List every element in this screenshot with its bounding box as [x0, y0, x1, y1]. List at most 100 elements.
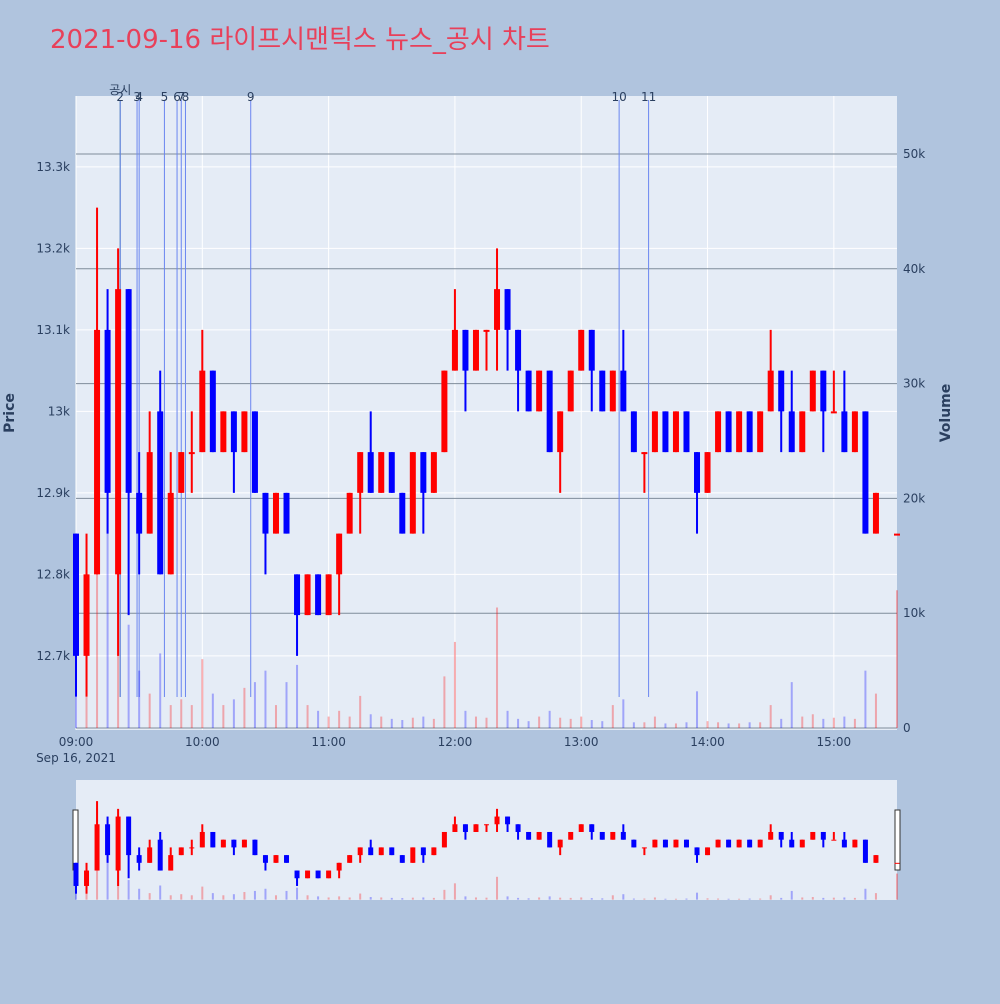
volume-bar: [611, 705, 614, 729]
slider-volume-bar: [506, 896, 509, 900]
volume-bar: [769, 705, 772, 729]
slider-volume-bar: [874, 893, 877, 900]
slider-volume-bar: [327, 897, 330, 900]
slider-volume-bar: [211, 893, 214, 900]
slider-candle-body: [694, 847, 700, 856]
volume-bar: [485, 717, 488, 729]
slider-candle-body: [494, 816, 500, 825]
candle-body: [294, 574, 301, 616]
slider-candle-body: [273, 855, 279, 863]
candle-body: [336, 533, 343, 575]
slider-candle-body: [589, 824, 595, 832]
candle-body: [115, 289, 122, 575]
volume-bar: [443, 676, 446, 729]
slider-candle-body: [726, 839, 732, 848]
slider-candle-body: [347, 855, 353, 863]
candle-body: [304, 574, 311, 616]
slider-candle-body: [820, 831, 826, 840]
slider-volume-bar: [738, 898, 741, 900]
volume-bar: [801, 716, 804, 729]
slider-volume-bar: [296, 887, 299, 900]
slider-candle-body: [473, 824, 479, 832]
slider-candle-body: [368, 847, 374, 856]
volume-bar: [390, 718, 393, 729]
slider-handle[interactable]: [894, 809, 901, 871]
y2-tick-label: 50k: [903, 147, 925, 161]
slider-volume-bar: [780, 897, 783, 900]
volume-bar: [622, 699, 625, 729]
slider-candle-body: [284, 855, 290, 863]
slider-volume-bar: [232, 894, 235, 900]
slider-candle-body: [410, 847, 416, 863]
volume-bar: [75, 682, 77, 729]
slider-candle-body: [126, 816, 132, 856]
annotation-label: 2: [116, 90, 124, 104]
volume-bar: [832, 717, 835, 729]
slider-volume-bar: [759, 898, 762, 900]
candle-body: [515, 329, 522, 371]
slider-candle-body: [810, 831, 816, 840]
slider-candle-body: [578, 824, 584, 832]
slider-volume-bar: [801, 897, 804, 900]
slider-candle-body: [673, 839, 679, 848]
candle-body: [620, 370, 627, 412]
slider-volume-bar: [253, 890, 256, 900]
slider-candle-body: [147, 847, 153, 863]
slider-volume-bar: [653, 897, 656, 900]
volume-bar: [232, 699, 235, 729]
slider-volume-bar: [769, 895, 772, 900]
slider-volume-bar: [264, 888, 267, 900]
volume-bar: [896, 590, 898, 729]
slider-volume-bar: [748, 898, 751, 900]
volume-bar: [590, 720, 593, 729]
volume-bar: [474, 716, 477, 729]
slider-candle-body: [357, 847, 363, 856]
volume-bar: [411, 717, 414, 729]
slider-volume-bar: [127, 880, 130, 900]
volume-bar: [338, 710, 341, 729]
slider-volume-bar: [896, 873, 898, 900]
slider-candle-body: [136, 855, 142, 863]
annotation-label: 11: [641, 90, 656, 104]
volume-bar: [138, 670, 141, 729]
slider-candle-body: [873, 855, 879, 863]
slider-candle-body: [789, 839, 795, 848]
y2-tick-label: 30k: [903, 377, 925, 391]
slider-candle-body: [705, 847, 711, 856]
slider-volume-bar: [664, 898, 667, 900]
slider-candle-body: [631, 839, 637, 848]
volume-bar: [717, 722, 720, 729]
candle-body: [662, 411, 669, 453]
volume-bar: [296, 664, 299, 729]
slider-volume-bar: [180, 894, 183, 900]
candle-body: [283, 492, 290, 534]
slider-candle-body: [252, 839, 258, 856]
slider-volume-bar: [538, 897, 541, 900]
volume-bar: [632, 722, 635, 729]
volume-bar: [674, 723, 677, 729]
slider-candle-body: [84, 870, 90, 886]
candle-body: [641, 452, 648, 455]
volume-bar: [369, 714, 372, 729]
volume-bar: [274, 705, 277, 729]
slider-volume-bar: [317, 896, 320, 900]
volume-bar: [306, 705, 309, 729]
slider-volume-bar: [159, 885, 162, 900]
slider-candle-body: [557, 839, 563, 848]
slider-volume-bar: [485, 897, 488, 900]
volume-bar: [601, 721, 604, 729]
slider-volume-bar: [348, 897, 351, 900]
slider-volume-bar: [559, 897, 562, 900]
candle-body: [462, 329, 469, 371]
volume-bar: [211, 693, 214, 729]
slider-handle[interactable]: [72, 809, 79, 871]
slider-volume-bar: [453, 883, 456, 900]
candle-body: [799, 411, 806, 453]
volume-bar: [548, 710, 551, 729]
volume-bar: [559, 717, 562, 729]
slider-volume-bar: [432, 897, 435, 900]
volume-bar: [696, 691, 699, 729]
candle-body: [178, 452, 185, 493]
range-slider[interactable]: [76, 780, 897, 900]
